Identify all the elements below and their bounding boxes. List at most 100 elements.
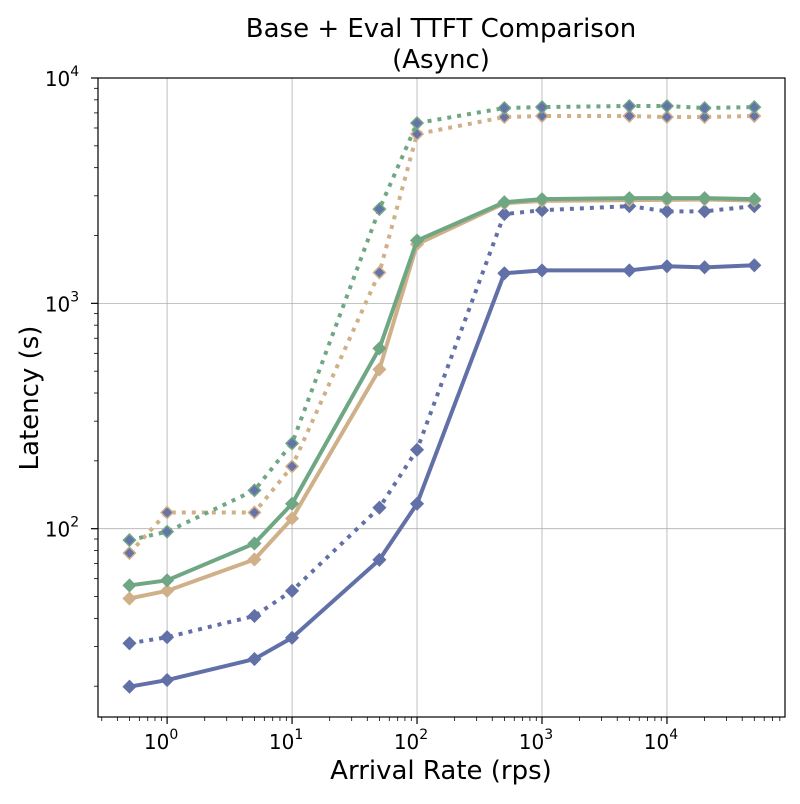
data-point-marker [659, 204, 675, 219]
data-point-marker [534, 203, 550, 218]
y-tick-exponent: 2 [70, 515, 79, 531]
y-tick-base: 10 [45, 292, 70, 316]
series-line [128, 114, 755, 555]
data-point-marker [497, 195, 512, 210]
x-tick-exponent: 2 [419, 727, 428, 743]
x-tick-label: 102 [394, 727, 428, 754]
series-5 [122, 258, 762, 694]
data-point-marker [659, 98, 675, 114]
y-tick-label: 103 [45, 289, 79, 316]
data-point-marker [697, 204, 712, 219]
data-point-marker [160, 505, 175, 520]
y-tick-label: 102 [45, 515, 79, 542]
data-point-marker [284, 436, 300, 451]
data-point-marker [122, 533, 137, 548]
data-point-marker [122, 636, 137, 651]
x-axis-label: Arrival Rate (rps) [330, 756, 552, 786]
data-point-marker [247, 651, 262, 667]
grid [98, 77, 785, 717]
y-tick-label: 104 [45, 64, 79, 91]
data-point-marker [409, 116, 425, 131]
series-line [129, 196, 755, 588]
data-point-marker [372, 341, 387, 356]
data-point-marker [247, 536, 262, 551]
data-point-marker [622, 191, 637, 206]
data-point-marker [747, 100, 762, 115]
series-0 [122, 108, 762, 561]
series-2 [122, 199, 762, 651]
data-point-marker [122, 679, 137, 694]
data-point-marker [534, 108, 550, 124]
data-point-marker [284, 583, 300, 598]
x-tick-exponent: 1 [294, 727, 303, 743]
data-point-marker [122, 591, 137, 606]
data-point-marker [284, 511, 300, 526]
data-point-marker [372, 552, 387, 567]
x-tick-label: 101 [269, 727, 303, 754]
chart-subtitle: (Async) [392, 45, 490, 75]
x-tick-exponent: 4 [669, 727, 678, 743]
data-point-marker [160, 630, 175, 645]
data-point-marker [284, 496, 300, 511]
x-tick-base: 10 [269, 730, 294, 754]
x-tick-base: 10 [644, 730, 669, 754]
data-point-marker [247, 552, 262, 567]
y-tick-base: 10 [45, 518, 70, 542]
data-point-marker [497, 100, 512, 116]
data-point-marker [622, 263, 637, 278]
data-point-marker [122, 578, 137, 593]
data-point-marker [697, 100, 712, 116]
data-point-marker [247, 505, 262, 520]
data-point-marker [497, 207, 512, 222]
data-point-marker [697, 191, 712, 206]
data-point-marker [372, 500, 387, 515]
series-3 [122, 192, 762, 606]
data-point-marker [247, 608, 262, 624]
x-tick-label: 100 [144, 727, 178, 754]
data-point-marker [247, 483, 262, 498]
x-tick-exponent: 0 [169, 727, 178, 743]
data-point-marker [372, 362, 387, 377]
series-line [129, 263, 755, 689]
data-point-marker [284, 630, 300, 645]
y-tick-base: 10 [45, 67, 70, 91]
series-line [129, 104, 755, 543]
series-4 [122, 191, 762, 593]
data-point-marker [747, 258, 762, 273]
data-point-marker [160, 672, 175, 688]
x-tick-base: 10 [144, 730, 169, 754]
data-point-marker [747, 192, 762, 207]
chart-title: Base + Eval TTFT Comparison [246, 14, 636, 44]
x-tick-label: 104 [644, 727, 678, 754]
series-group [122, 98, 762, 694]
y-tick-exponent: 4 [70, 64, 79, 80]
y-axis-label: Latency (s) [15, 326, 45, 471]
data-point-marker [659, 259, 675, 274]
data-point-marker [497, 109, 512, 125]
data-point-marker [372, 265, 387, 280]
data-point-marker [409, 442, 425, 457]
data-point-marker [372, 202, 387, 217]
data-point-marker [284, 459, 300, 474]
data-point-marker [160, 583, 175, 598]
data-point-marker [122, 545, 137, 561]
series-line [129, 197, 755, 601]
data-point-marker [409, 233, 425, 248]
data-point-marker [697, 109, 712, 125]
data-point-marker [534, 100, 550, 115]
data-point-marker [747, 108, 762, 124]
data-point-marker [497, 266, 512, 281]
data-point-marker [534, 192, 550, 207]
series-1 [122, 98, 762, 548]
x-tick-label: 103 [519, 727, 553, 754]
data-point-marker [160, 524, 175, 539]
data-point-marker [409, 496, 425, 511]
data-point-marker [659, 191, 675, 206]
data-point-marker [622, 98, 637, 114]
data-point-marker [622, 108, 637, 124]
data-point-marker [160, 573, 175, 588]
x-tick-base: 10 [519, 730, 544, 754]
